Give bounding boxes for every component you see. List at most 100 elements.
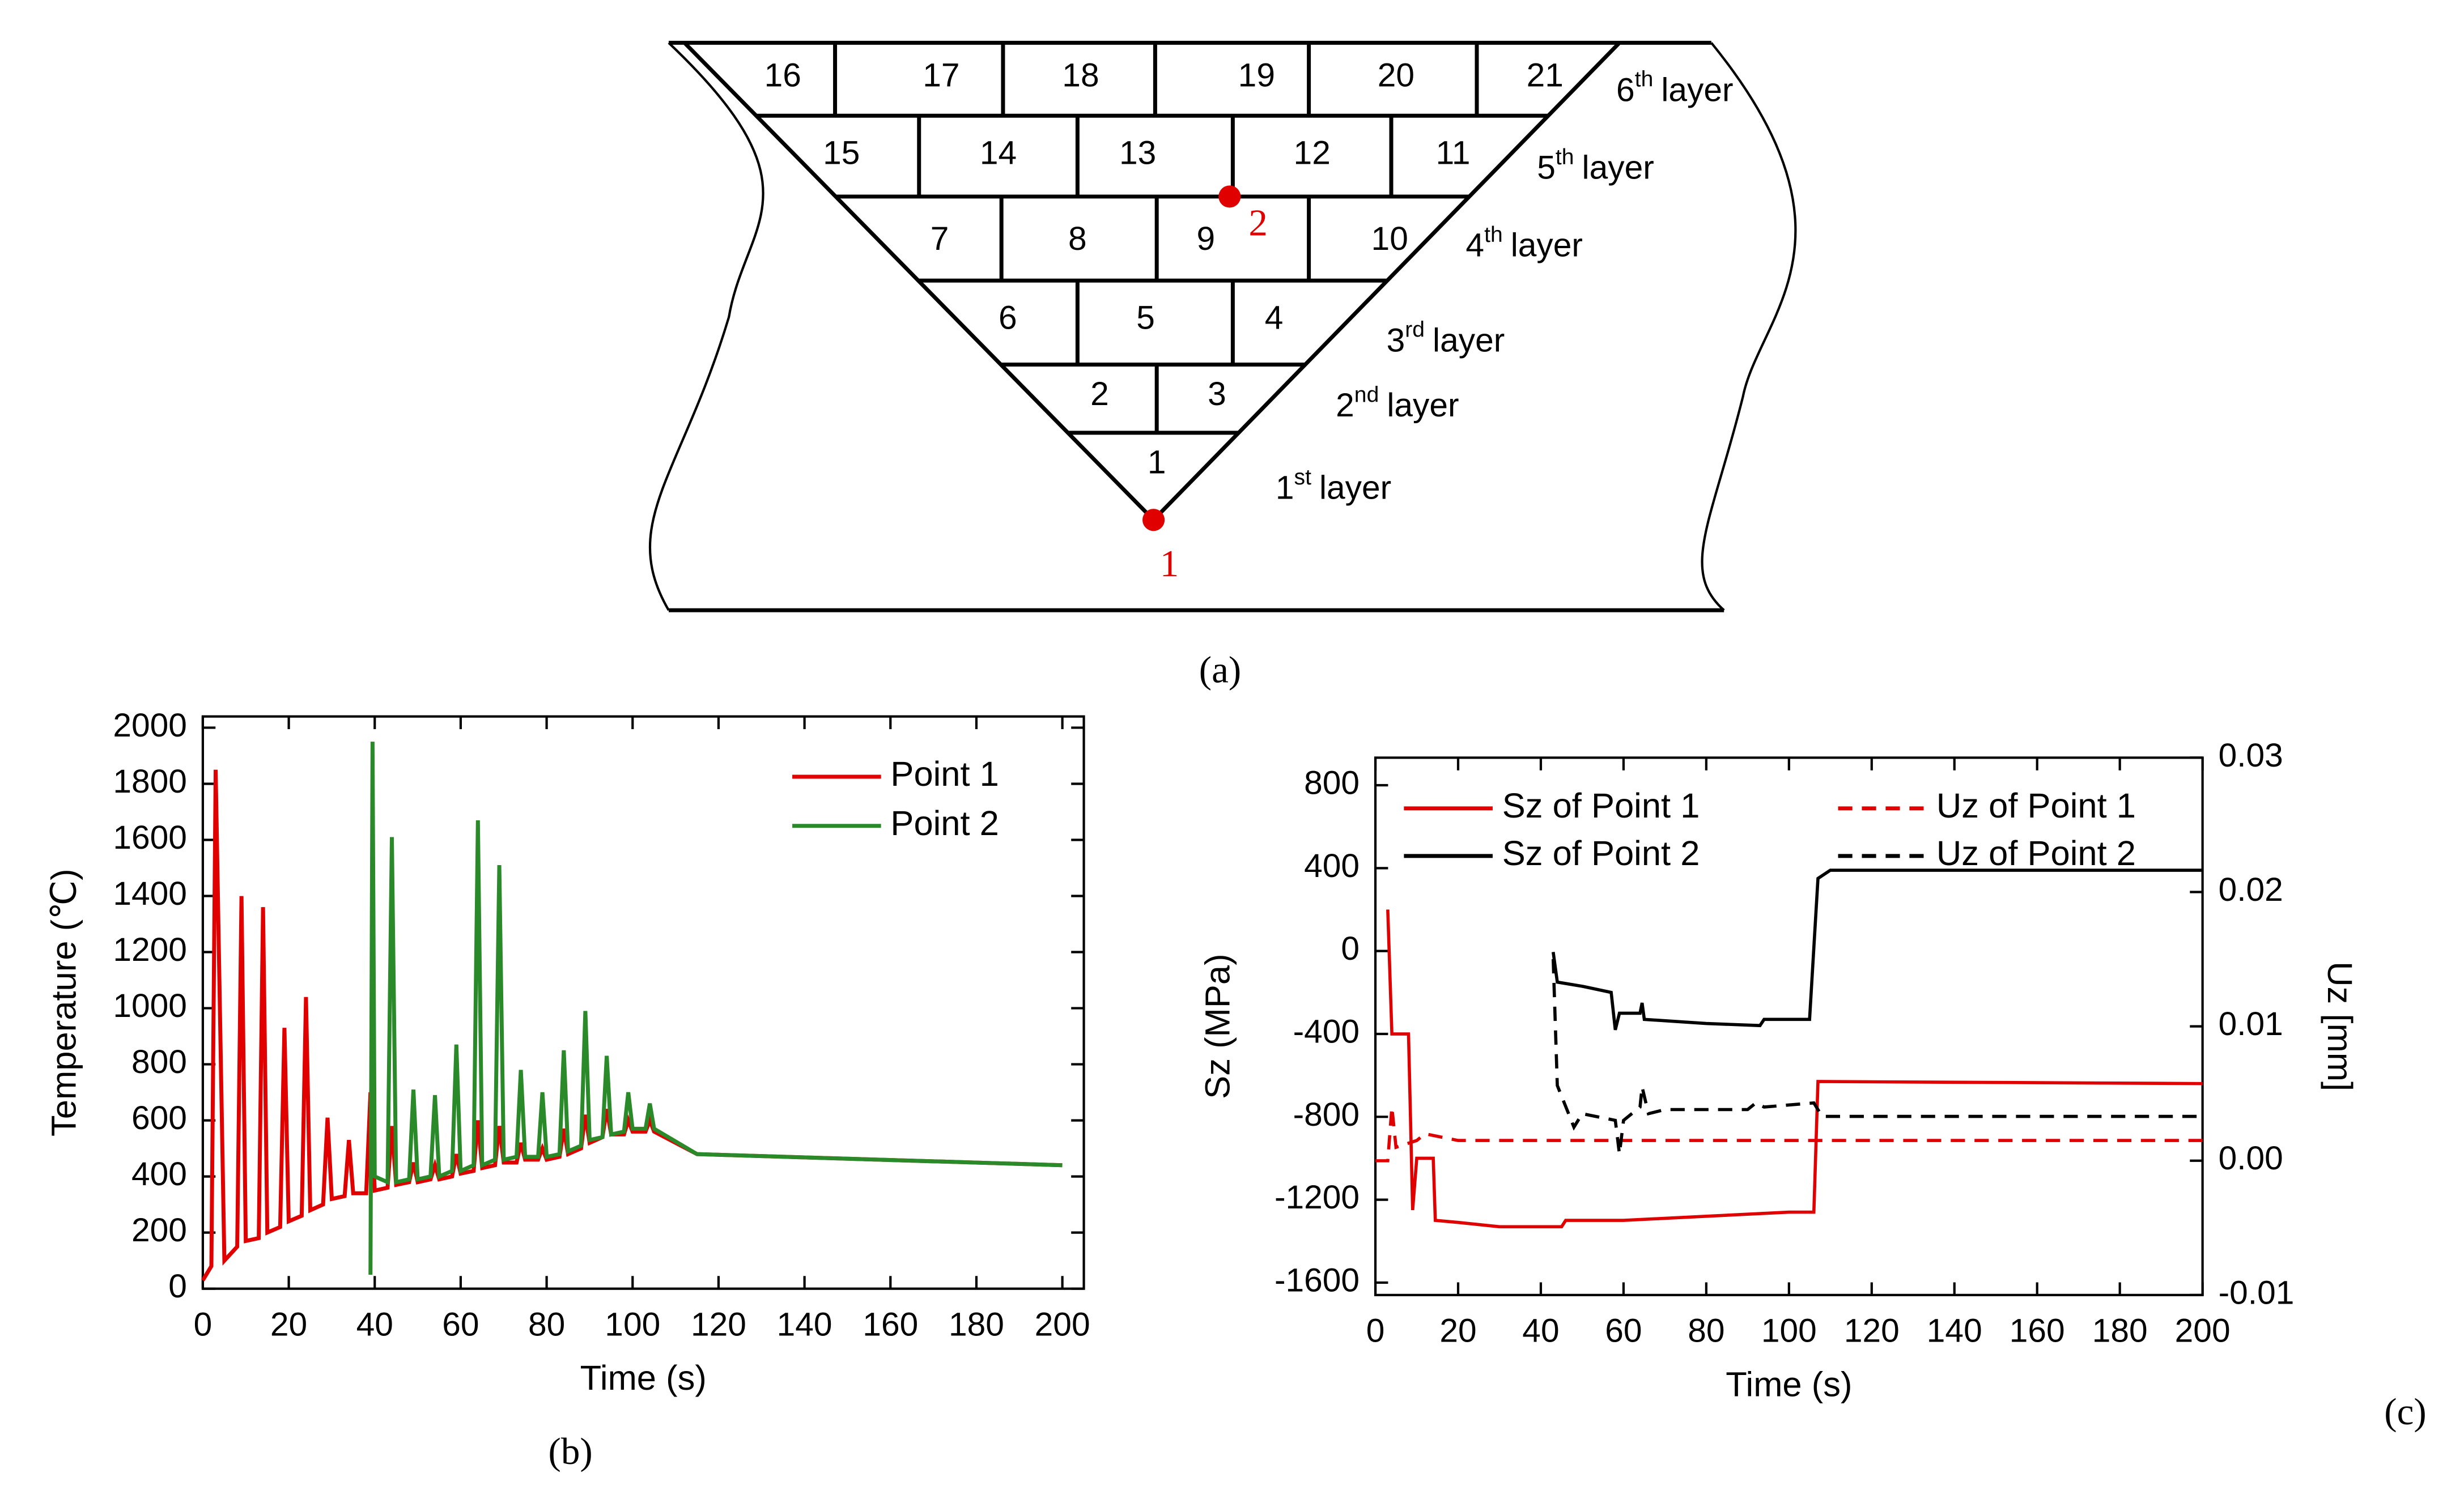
- series-line: [368, 742, 1063, 1275]
- outline: [649, 42, 764, 611]
- x-tick-label: 180: [949, 1306, 1004, 1343]
- cell-label: 2: [1090, 376, 1109, 412]
- layer-suffix: st: [1294, 465, 1312, 489]
- series-line: [201, 769, 1063, 1282]
- y2-tick-label: 0.00: [2219, 1140, 2283, 1177]
- legend-label: Uz of Point 2: [1936, 834, 2136, 873]
- layer-number: 3: [1387, 322, 1405, 359]
- layer-label: 3rd layer: [1387, 318, 1505, 359]
- cell-label: 12: [1294, 135, 1331, 172]
- x-tick-label: 100: [1761, 1313, 1817, 1349]
- weld-diagram: [649, 41, 1797, 612]
- x-tick-label: 140: [1927, 1313, 1982, 1349]
- layer-number: 6: [1616, 71, 1635, 108]
- x-tick-label: 80: [528, 1306, 565, 1343]
- cell-label: 17: [923, 57, 959, 94]
- x-tick-label: 60: [442, 1306, 479, 1343]
- x-tick-label: 20: [270, 1306, 307, 1343]
- layer-word: layer: [1661, 71, 1733, 108]
- cell-label: 5: [1136, 300, 1155, 337]
- x-tick-label: 20: [1439, 1313, 1476, 1349]
- point-marker: [1142, 509, 1165, 531]
- x-tick-label: 80: [1688, 1313, 1724, 1349]
- layer-word: layer: [1582, 149, 1654, 186]
- y-tick-label: 200: [131, 1212, 187, 1249]
- cell-label: 6: [999, 300, 1017, 337]
- layer-suffix: th: [1484, 223, 1503, 247]
- layer-word: layer: [1433, 322, 1505, 359]
- y2-tick-label: 0.01: [2219, 1006, 2283, 1042]
- y-tick-label: 1000: [113, 987, 187, 1024]
- y-tick-label: -800: [1293, 1096, 1360, 1133]
- cell-label: 4: [1265, 300, 1284, 337]
- y-tick-label: 1800: [113, 763, 187, 800]
- y-tick-label: 600: [131, 1100, 187, 1136]
- y-tick-label: 0: [1341, 930, 1360, 967]
- series-line: [1551, 959, 2203, 1155]
- y-tick-label: 800: [1304, 765, 1360, 802]
- y-tick-label: -1200: [1275, 1179, 1360, 1216]
- x-tick-label: 0: [194, 1306, 213, 1343]
- layer-suffix: rd: [1405, 318, 1425, 342]
- legend-label: Sz of Point 1: [1502, 786, 1700, 825]
- x-tick-label: 120: [691, 1306, 746, 1343]
- cell-dividers: [833, 42, 1479, 433]
- cell-label: 15: [823, 135, 860, 172]
- y-tick-label: -1600: [1275, 1262, 1360, 1299]
- x-tick-label: 40: [1522, 1313, 1559, 1349]
- y-tick-label: 1600: [113, 819, 187, 856]
- y2-tick-label: 0.03: [2219, 737, 2283, 774]
- x-tick-label: 200: [2175, 1313, 2231, 1349]
- y2-tick-label: 0.02: [2219, 871, 2283, 908]
- layer-label: 1st layer: [1276, 465, 1391, 506]
- x-tick-label: 100: [605, 1306, 660, 1343]
- point-label: 2: [1248, 201, 1268, 244]
- y-tick-label: 2000: [113, 707, 187, 744]
- cell-label: 9: [1197, 220, 1216, 257]
- series-line: [1552, 869, 2203, 1031]
- x-tick-label: 200: [1035, 1306, 1090, 1343]
- legend-label: Uz of Point 1: [1936, 786, 2136, 825]
- cell-label: 11: [1436, 135, 1471, 172]
- y-tick-label: 1400: [113, 875, 187, 912]
- layer-number: 4: [1465, 227, 1484, 263]
- layer-word: layer: [1387, 387, 1459, 424]
- x-tick-label: 160: [863, 1306, 918, 1343]
- layer-number: 2: [1336, 387, 1354, 424]
- y2-axis-label: Uz [mm]: [2320, 961, 2359, 1091]
- x-tick-label: 40: [356, 1306, 393, 1343]
- layer-word: layer: [1511, 227, 1583, 263]
- cell-label: 19: [1238, 57, 1275, 94]
- cell-label: 8: [1068, 220, 1087, 257]
- layer-suffix: th: [1635, 67, 1654, 92]
- cell-label: 10: [1371, 220, 1408, 257]
- legend-label: Point 1: [890, 755, 999, 794]
- y-axis-label: Temperature (℃): [45, 869, 84, 1136]
- y-tick-label: 0: [168, 1268, 187, 1305]
- caption: (b): [548, 1430, 592, 1472]
- layer-suffix: nd: [1354, 383, 1379, 407]
- layer-label: 6th layer: [1616, 67, 1734, 108]
- cell-label: 16: [764, 57, 801, 94]
- cell-label: 13: [1119, 135, 1156, 172]
- point-marker: [1218, 185, 1241, 208]
- caption: (c): [2384, 1390, 2426, 1433]
- y-tick-label: 400: [131, 1156, 187, 1193]
- x-axis-label: Time (s): [1726, 1365, 1852, 1404]
- y-axis-label: Sz (MPa): [1198, 953, 1237, 1099]
- legend-label: Point 2: [890, 804, 999, 843]
- y-tick-label: 400: [1304, 848, 1360, 884]
- caption: (a): [1199, 648, 1241, 691]
- point-label: 1: [1160, 542, 1179, 585]
- x-tick-label: 140: [777, 1306, 832, 1343]
- cell-label: 14: [980, 135, 1017, 172]
- series-line: [1386, 909, 2203, 1229]
- y-tick-label: 800: [131, 1044, 187, 1080]
- y2-tick-label: -0.01: [2219, 1274, 2295, 1311]
- x-tick-label: 120: [1844, 1313, 1900, 1349]
- layer-label: 4th layer: [1465, 223, 1583, 263]
- cell-label: 21: [1527, 57, 1564, 94]
- series-line: [1375, 1106, 2203, 1163]
- layer-number: 5: [1537, 149, 1556, 186]
